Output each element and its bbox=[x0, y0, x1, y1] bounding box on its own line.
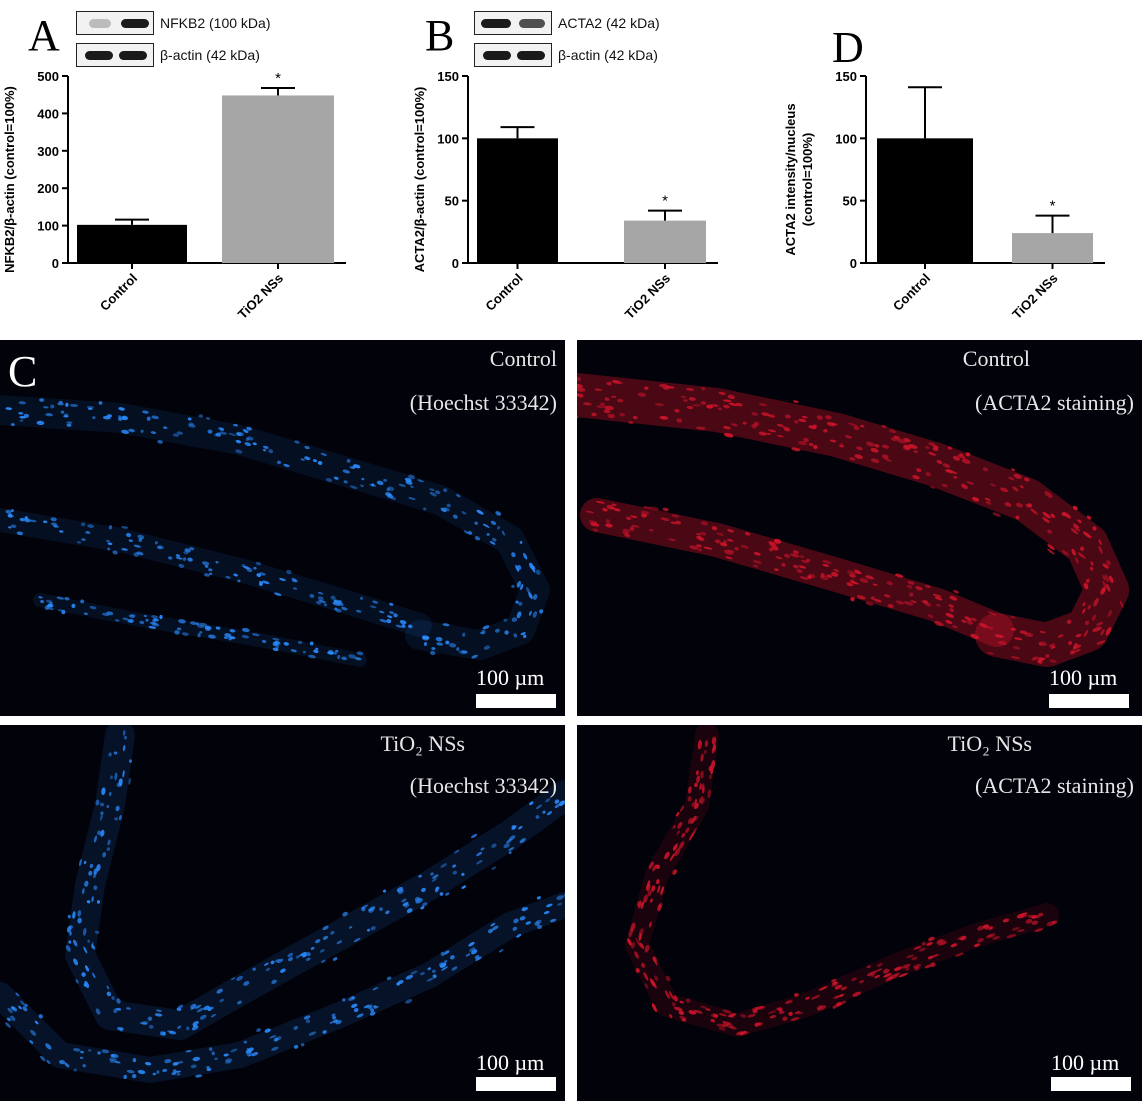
significance-marker: * bbox=[275, 70, 281, 87]
chart-b: 0 50 100 150 ACTA2/β-actin (control=100%) Con… bbox=[412, 69, 718, 322]
scale-bar bbox=[1051, 1077, 1131, 1091]
blot-strip bbox=[474, 11, 552, 35]
panel-letter-d: D bbox=[832, 23, 864, 72]
scale-bar-label: 100 µm bbox=[476, 1050, 545, 1075]
scale-bar-label: 100 µm bbox=[1051, 1050, 1120, 1075]
blot-b-loading: β-actin (42 kDa) bbox=[474, 43, 658, 67]
y-tick-label: 500 bbox=[37, 69, 59, 84]
y-tick-label: 0 bbox=[452, 256, 459, 271]
y-tick-label: 100 bbox=[835, 131, 857, 146]
y-tick-label: 0 bbox=[52, 256, 59, 271]
micrograph-sublabel: (ACTA2 staining) bbox=[975, 390, 1134, 415]
y-tick-label: 400 bbox=[37, 106, 59, 121]
blot-a-protein: NFKB2 (100 kDa) bbox=[76, 11, 270, 35]
blot-strip bbox=[76, 43, 154, 67]
y-tick-label: 150 bbox=[835, 69, 857, 84]
blot-a-loading: β-actin (42 kDa) bbox=[76, 43, 260, 67]
chart-d: 0 50 100 150 ACTA2 intensity/nucleus (control… bbox=[783, 69, 1105, 322]
blot-b-protein-label: ACTA2 (42 kDa) bbox=[558, 15, 660, 31]
bar-control bbox=[877, 138, 973, 263]
tissue-texture bbox=[0, 395, 550, 667]
y-axis-label: ACTA2 intensity/nucleus bbox=[783, 103, 798, 255]
x-tick-label: TiO2 NSs bbox=[1009, 271, 1060, 322]
y-tick-label: 100 bbox=[437, 131, 459, 146]
y-tick-label: 50 bbox=[843, 194, 857, 209]
y-tick-label: 300 bbox=[37, 144, 59, 159]
bar-control bbox=[77, 224, 187, 263]
micrograph-control-acta2: Control (ACTA2 staining) 100 µm bbox=[577, 340, 1142, 716]
panel-letter-c: C bbox=[8, 347, 38, 396]
y-tick-label: 0 bbox=[850, 256, 857, 271]
bar-tio2 bbox=[1012, 233, 1093, 263]
bar-tio2 bbox=[624, 220, 706, 263]
blot-strip bbox=[76, 11, 154, 35]
x-tick-label: Control bbox=[97, 271, 140, 314]
panel-letter-a: A bbox=[28, 11, 60, 60]
micrograph-tio2-hoechst: TiO₂ NSs (Hoechst 33342) 100 µm bbox=[0, 725, 565, 1101]
x-tick-label: Control bbox=[890, 271, 933, 314]
blot-b-protein: ACTA2 (42 kDa) bbox=[474, 11, 660, 35]
tissue-texture bbox=[577, 373, 1129, 667]
micrograph-control-hoechst: Control (Hoechst 33342) 100 µm bbox=[0, 340, 565, 716]
blot-a-protein-label: NFKB2 (100 kDa) bbox=[160, 15, 271, 31]
y-axis-label: ACTA2/β-actin (control=100%) bbox=[412, 87, 427, 273]
y-tick-label: 200 bbox=[37, 181, 59, 196]
micrograph-label: TiO₂ NSs bbox=[380, 731, 465, 756]
bar-control bbox=[477, 138, 558, 263]
scale-bar bbox=[1049, 694, 1129, 708]
micrograph-label: Control bbox=[962, 346, 1030, 371]
y-tick-label: 150 bbox=[437, 69, 459, 84]
x-tick-label: TiO2 NSs bbox=[622, 271, 673, 322]
panel-letter-b: B bbox=[425, 11, 455, 60]
scale-bar-label: 100 µm bbox=[476, 665, 545, 690]
chart-a: 0 100 200 300 400 500 NFKB2/β-actin (control=1… bbox=[2, 69, 346, 322]
micrograph-tio2-acta2: TiO₂ NSs (ACTA2 staining) 100 µm bbox=[577, 725, 1142, 1101]
y-tick-label: 100 bbox=[37, 219, 59, 234]
tissue-texture bbox=[0, 725, 565, 1083]
significance-marker: * bbox=[1050, 198, 1056, 215]
micrograph-label: Control bbox=[489, 346, 557, 371]
y-tick-label: 50 bbox=[445, 194, 459, 209]
blot-a-loading-label: β-actin (42 kDa) bbox=[160, 47, 260, 63]
blot-strip bbox=[474, 43, 552, 67]
x-tick-label: TiO2 NSs bbox=[235, 271, 286, 322]
tissue-texture bbox=[625, 725, 1059, 1037]
scale-bar-label: 100 µm bbox=[1049, 665, 1118, 690]
bar-tio2 bbox=[222, 95, 334, 263]
x-tick-label: Control bbox=[482, 271, 525, 314]
micrograph-sublabel: (ACTA2 staining) bbox=[975, 773, 1134, 798]
y-axis-label: NFKB2/β-actin (control=100%) bbox=[2, 86, 17, 273]
y-axis-label-line2: (control=100%) bbox=[800, 133, 815, 227]
scale-bar bbox=[476, 694, 556, 708]
micrograph-sublabel: (Hoechst 33342) bbox=[409, 390, 557, 415]
micrograph-sublabel: (Hoechst 33342) bbox=[409, 773, 557, 798]
scale-bar bbox=[476, 1077, 556, 1091]
micrograph-label: TiO₂ NSs bbox=[947, 731, 1032, 756]
significance-marker: * bbox=[662, 193, 668, 210]
blot-b-loading-label: β-actin (42 kDa) bbox=[558, 47, 658, 63]
